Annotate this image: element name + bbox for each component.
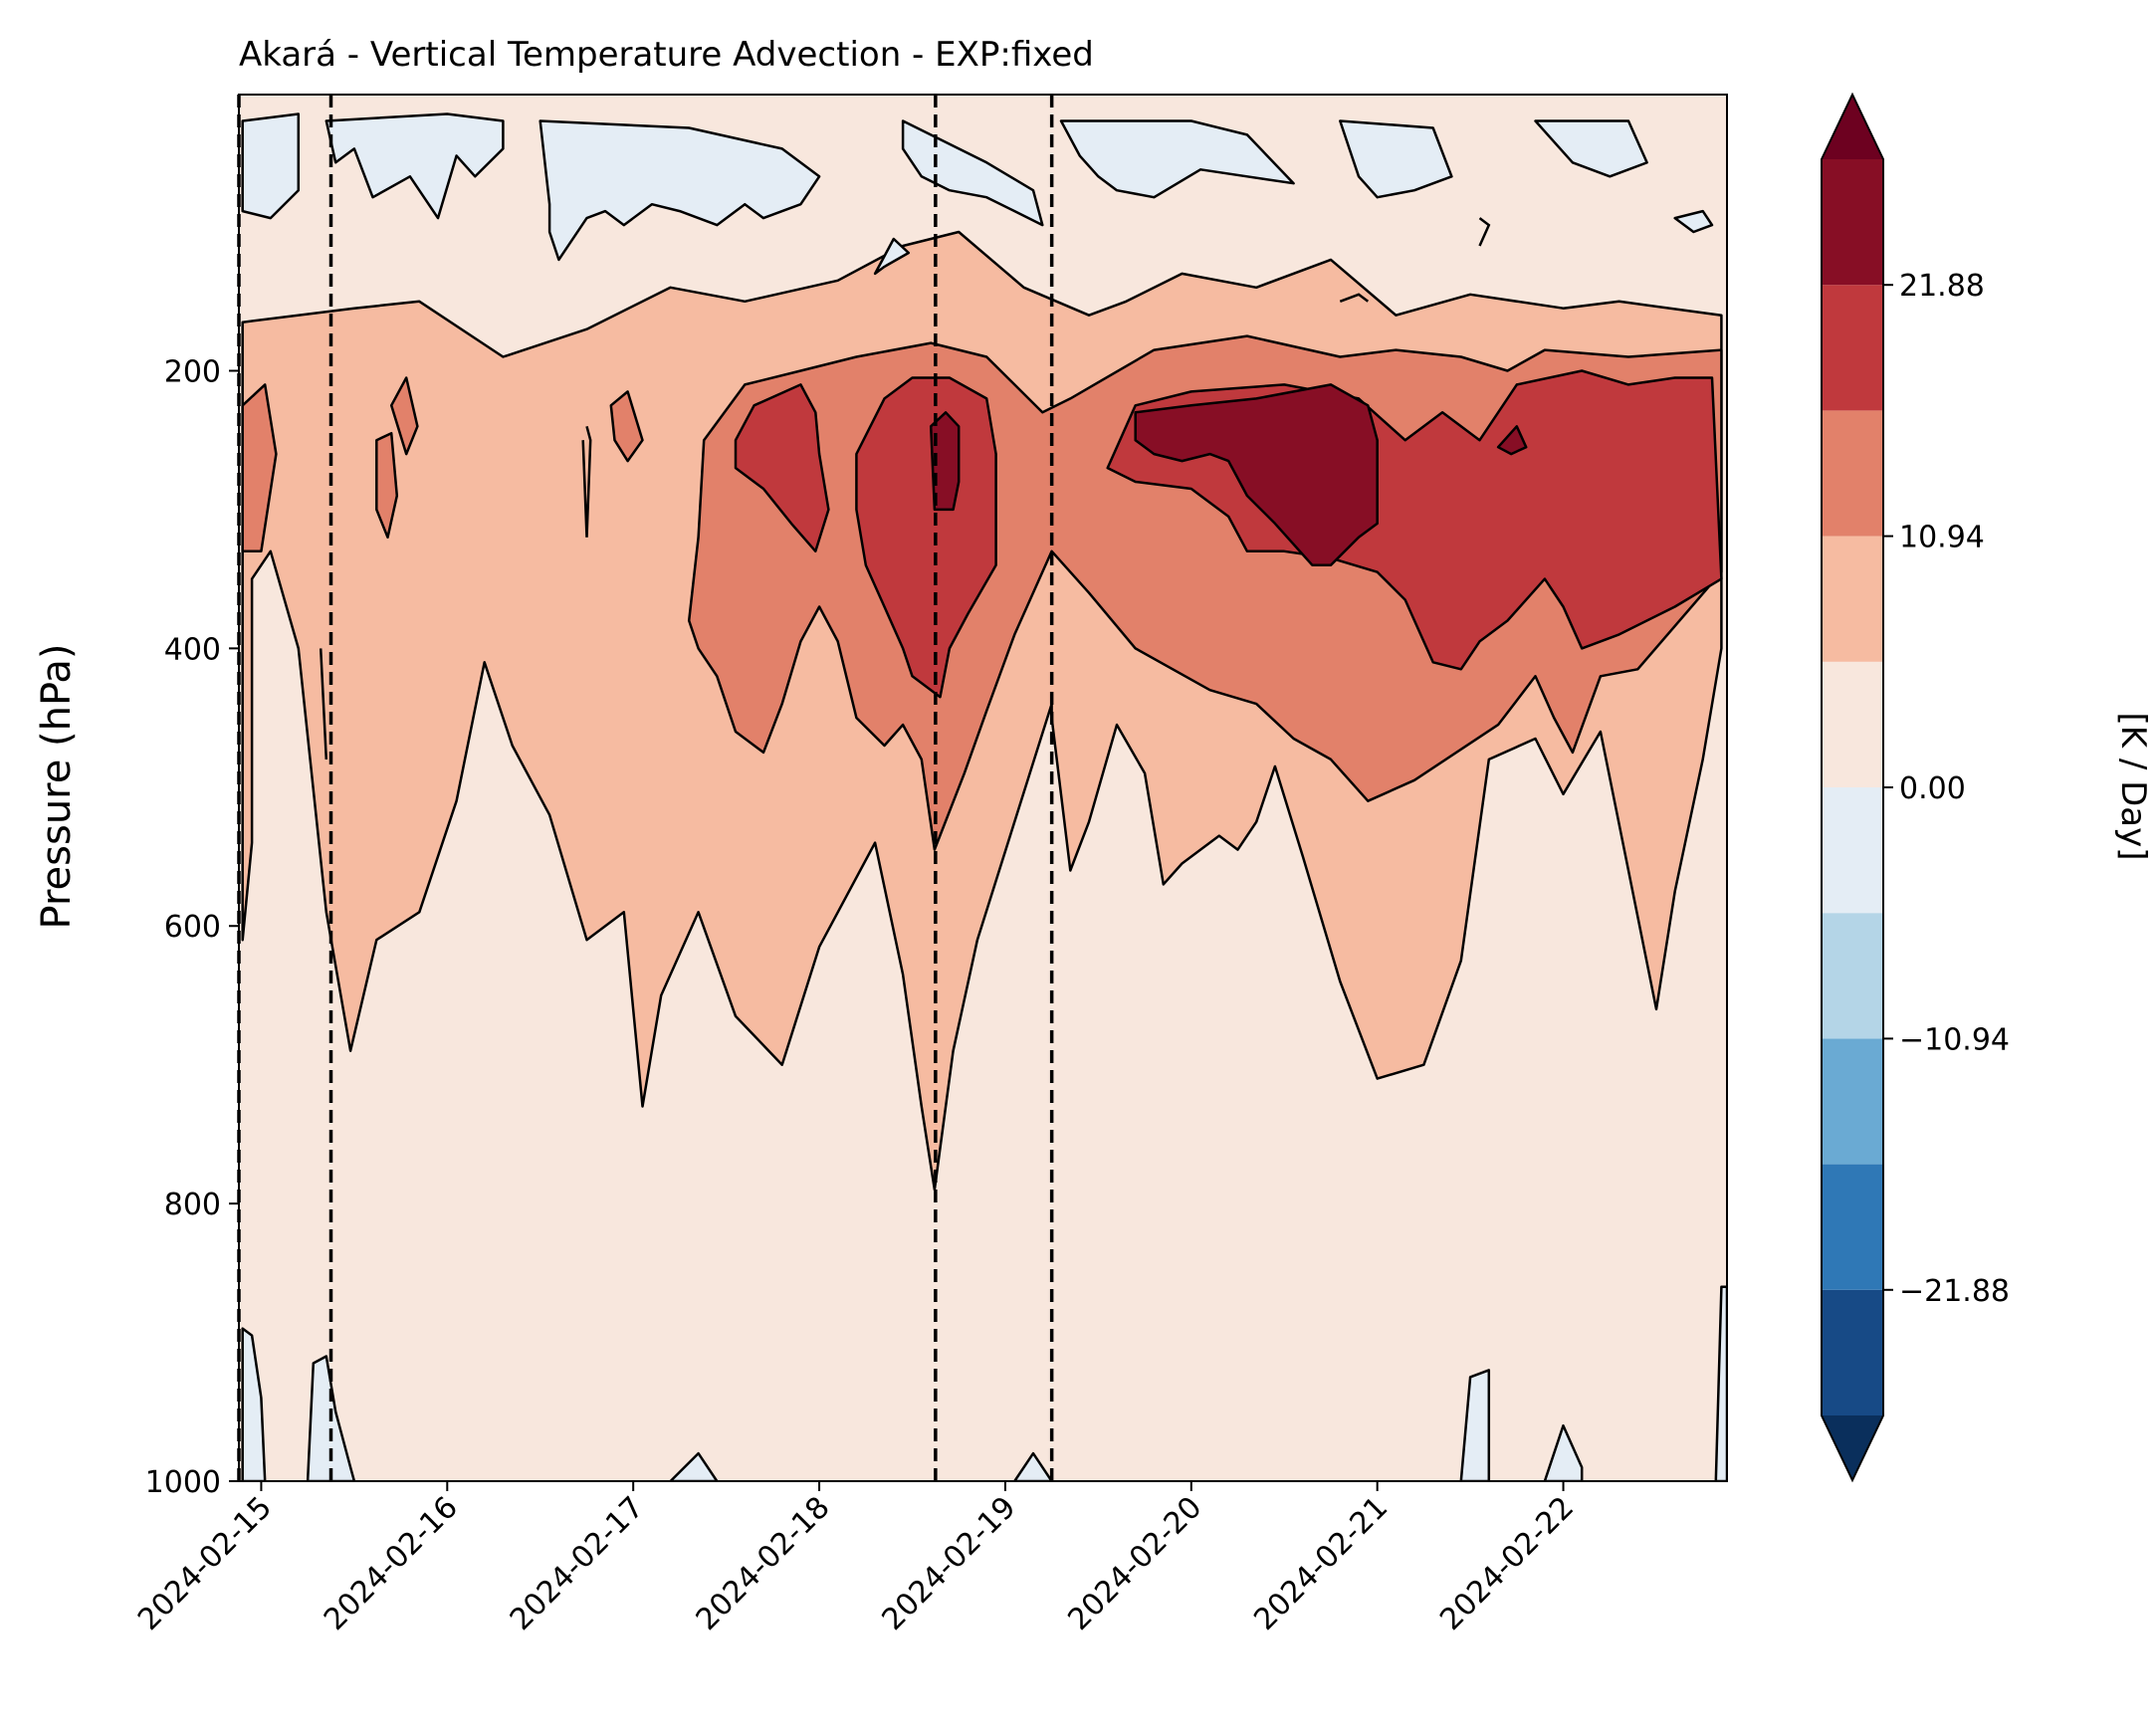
colorbar-tick-label-0: 21.88 (1899, 269, 1985, 304)
colorbar-band-4 (1822, 787, 1883, 914)
x-tick-label-0: 2024-02-15 (131, 1490, 279, 1637)
contour-region-3 (375, 431, 399, 540)
y-tick-label-4: 1000 (145, 1465, 221, 1500)
plot-frame (238, 94, 1728, 1482)
x-tick-label-2: 2024-02-17 (504, 1490, 651, 1637)
contour-region-26 (1459, 1369, 1491, 1481)
colorbar-tick-label-4: −21.88 (1899, 1274, 2010, 1309)
colorbar-band-2 (1822, 1038, 1883, 1165)
y-axis: 200 400 600 800 1000 (145, 354, 239, 1500)
contour-region-1 (241, 383, 278, 553)
contour-region-20 (873, 237, 911, 276)
contour-region-9 (929, 411, 961, 512)
y-tick-label-2: 600 (164, 910, 221, 945)
x-axis: 2024-02-15 2024-02-16 2024-02-17 2024-02-18… (131, 1481, 1581, 1637)
colorbar-label: [K / Day] (2113, 712, 2153, 860)
contour-region-23 (669, 1451, 719, 1481)
contour-region-15 (901, 119, 1044, 227)
contour-region-25 (1543, 1423, 1584, 1481)
colorbar-outline (1821, 92, 1884, 1483)
x-tick-label-7: 2024-02-22 (1433, 1490, 1581, 1637)
colorbar-extend-min (1822, 1415, 1883, 1480)
x-tick-label-3: 2024-02-18 (690, 1490, 837, 1637)
contour-region-21 (241, 1327, 267, 1481)
y-tick-label-1: 400 (164, 632, 221, 667)
colorbar-band-7 (1822, 410, 1883, 537)
contour-region-13 (324, 112, 505, 220)
y-tick-label-0: 200 (164, 354, 221, 389)
chart-title: Akará - Vertical Temperature Advection -… (239, 35, 1094, 75)
x-tick-label-5: 2024-02-20 (1061, 1490, 1208, 1637)
colorbar-band-8 (1822, 285, 1883, 411)
colorbar-band-6 (1822, 536, 1883, 662)
colorbar-band-5 (1822, 661, 1883, 787)
colorbar-band-0 (1822, 1289, 1883, 1415)
contour-line-2 (1339, 293, 1370, 303)
contour-fills (241, 112, 1727, 1481)
contour-region-24 (1013, 1451, 1053, 1481)
x-tick-label-6: 2024-02-21 (1247, 1490, 1395, 1637)
colorbar: 21.88 10.94 0.00 −10.94 −21.88 (1821, 92, 2010, 1483)
contour-region-14 (539, 119, 821, 262)
contour-region-4 (609, 390, 644, 463)
contour-region-10 (1134, 383, 1379, 566)
y-axis-label: Pressure (hPa) (34, 644, 80, 930)
colorbar-tick-label-1: 10.94 (1899, 521, 1985, 555)
contour-region-2 (389, 376, 419, 456)
colorbar-tick-label-3: −10.94 (1899, 1022, 2010, 1057)
contour-line-1 (581, 425, 592, 538)
contour-line-3 (1478, 217, 1491, 247)
y-tick-label-3: 800 (164, 1188, 221, 1222)
colorbar-band-1 (1822, 1164, 1883, 1290)
colorbar-band-9 (1822, 159, 1883, 286)
x-tick-label-1: 2024-02-16 (318, 1490, 465, 1637)
contour-region-19 (1673, 209, 1714, 234)
contour-region-18 (1534, 119, 1648, 178)
contour-region-27 (1714, 1285, 1727, 1481)
contour-region-11 (1496, 425, 1528, 456)
colorbar-tick-label-2: 0.00 (1899, 771, 1966, 806)
contour-region-12 (241, 112, 301, 220)
contour-region-17 (1339, 119, 1453, 199)
contour-region-6 (734, 383, 830, 553)
colorbar-band-3 (1822, 913, 1883, 1039)
contour-region-7 (855, 376, 997, 699)
colorbar-extend-max (1822, 95, 1883, 159)
contour-region-16 (1059, 119, 1295, 199)
x-tick-label-4: 2024-02-19 (876, 1490, 1023, 1637)
contour-lines (319, 217, 1491, 760)
contour-line-0 (319, 648, 328, 760)
